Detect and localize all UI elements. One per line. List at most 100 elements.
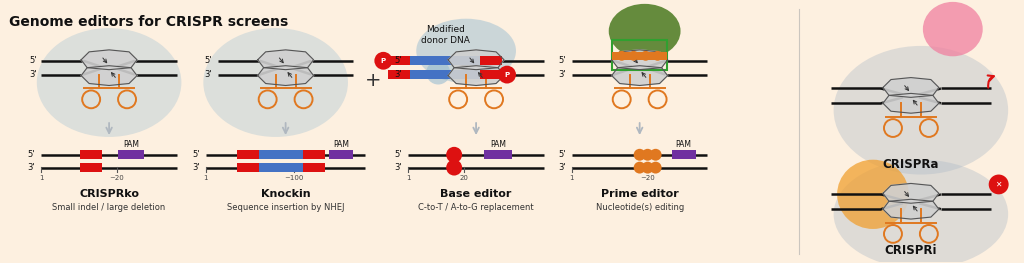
Text: 3': 3' bbox=[394, 70, 402, 79]
Text: 1: 1 bbox=[407, 175, 411, 181]
Circle shape bbox=[498, 66, 516, 84]
Text: Sequence insertion by NHEJ: Sequence insertion by NHEJ bbox=[227, 203, 344, 212]
Text: ✕: ✕ bbox=[995, 180, 1001, 189]
Text: 3': 3' bbox=[394, 163, 402, 172]
Text: 3': 3' bbox=[558, 70, 566, 79]
Text: Nucleotide(s) editing: Nucleotide(s) editing bbox=[596, 203, 684, 212]
Text: PAM: PAM bbox=[123, 140, 139, 149]
Polygon shape bbox=[883, 184, 939, 203]
Polygon shape bbox=[81, 50, 137, 70]
Bar bbox=[484, 150, 512, 159]
Circle shape bbox=[426, 61, 451, 84]
Circle shape bbox=[652, 51, 663, 61]
Bar bbox=[330, 150, 353, 159]
Text: CRISPRa: CRISPRa bbox=[883, 158, 939, 171]
Polygon shape bbox=[81, 66, 137, 85]
Text: ~20: ~20 bbox=[640, 175, 655, 181]
Circle shape bbox=[649, 149, 662, 161]
Bar bbox=[118, 150, 144, 159]
Circle shape bbox=[641, 51, 650, 61]
Ellipse shape bbox=[834, 160, 1009, 263]
Circle shape bbox=[649, 162, 662, 174]
Polygon shape bbox=[883, 199, 939, 219]
Circle shape bbox=[642, 162, 653, 174]
Circle shape bbox=[642, 149, 653, 161]
Text: donor DNA: donor DNA bbox=[421, 37, 470, 45]
Text: PAM: PAM bbox=[334, 140, 349, 149]
Circle shape bbox=[446, 147, 462, 163]
Bar bbox=[80, 163, 102, 172]
Text: 1: 1 bbox=[569, 175, 574, 181]
Text: 3': 3' bbox=[193, 163, 200, 172]
Text: 5': 5' bbox=[30, 56, 37, 65]
Bar bbox=[237, 163, 259, 172]
Bar bbox=[480, 70, 502, 79]
Text: Genome editors for CRISPR screens: Genome editors for CRISPR screens bbox=[9, 15, 289, 29]
Text: CRISPRi: CRISPRi bbox=[885, 244, 937, 257]
Text: Modified: Modified bbox=[426, 25, 465, 34]
Bar bbox=[80, 150, 102, 159]
Bar bbox=[302, 163, 325, 172]
Bar bbox=[251, 150, 310, 159]
Text: Small indel / large deletion: Small indel / large deletion bbox=[52, 203, 166, 212]
Text: 5': 5' bbox=[395, 56, 402, 65]
Text: Prime editor: Prime editor bbox=[601, 189, 679, 199]
Text: C-to-T / A-to-G replacement: C-to-T / A-to-G replacement bbox=[418, 203, 534, 212]
Text: 1: 1 bbox=[204, 175, 208, 181]
Circle shape bbox=[634, 162, 646, 174]
Text: CRISPRko: CRISPRko bbox=[79, 189, 139, 199]
Circle shape bbox=[634, 149, 646, 161]
Ellipse shape bbox=[417, 19, 516, 83]
Ellipse shape bbox=[204, 28, 348, 137]
Bar bbox=[302, 150, 325, 159]
Text: 3': 3' bbox=[204, 70, 212, 79]
Bar bbox=[480, 56, 502, 65]
Text: P: P bbox=[381, 58, 386, 64]
Text: 5': 5' bbox=[205, 56, 212, 65]
Text: 5': 5' bbox=[28, 150, 35, 159]
Text: 5': 5' bbox=[395, 150, 402, 159]
Ellipse shape bbox=[837, 160, 909, 229]
Bar bbox=[397, 56, 493, 65]
Polygon shape bbox=[611, 66, 668, 85]
Text: Knockin: Knockin bbox=[261, 189, 310, 199]
Ellipse shape bbox=[834, 46, 1009, 175]
Bar bbox=[672, 150, 695, 159]
Circle shape bbox=[616, 51, 627, 61]
Circle shape bbox=[629, 51, 639, 61]
Text: 5': 5' bbox=[193, 150, 200, 159]
Circle shape bbox=[446, 160, 462, 175]
Polygon shape bbox=[611, 50, 668, 70]
Bar bbox=[388, 56, 411, 65]
Text: PAM: PAM bbox=[676, 140, 691, 149]
Text: 5': 5' bbox=[558, 56, 566, 65]
Bar bbox=[237, 150, 259, 159]
Text: 5': 5' bbox=[558, 150, 566, 159]
Polygon shape bbox=[883, 78, 939, 97]
Circle shape bbox=[375, 52, 392, 70]
Text: 1: 1 bbox=[39, 175, 44, 181]
Text: PAM: PAM bbox=[490, 140, 506, 149]
Text: Base editor: Base editor bbox=[440, 189, 512, 199]
Text: 3': 3' bbox=[30, 70, 37, 79]
Bar bbox=[251, 163, 310, 172]
Bar bbox=[397, 70, 493, 79]
Text: 3': 3' bbox=[28, 163, 35, 172]
Ellipse shape bbox=[608, 4, 681, 58]
Ellipse shape bbox=[37, 28, 181, 137]
Polygon shape bbox=[449, 66, 504, 85]
Bar bbox=[612, 52, 667, 60]
Text: ~20: ~20 bbox=[110, 175, 125, 181]
Text: +: + bbox=[366, 71, 382, 90]
Ellipse shape bbox=[923, 2, 983, 56]
Text: ~100: ~100 bbox=[284, 175, 303, 181]
Polygon shape bbox=[883, 93, 939, 113]
Text: 20: 20 bbox=[460, 175, 469, 181]
Bar bbox=[612, 40, 667, 70]
Text: P: P bbox=[505, 72, 510, 78]
Bar bbox=[388, 70, 411, 79]
Polygon shape bbox=[258, 66, 313, 85]
Polygon shape bbox=[449, 50, 504, 70]
Polygon shape bbox=[258, 50, 313, 70]
Text: 3': 3' bbox=[558, 163, 566, 172]
